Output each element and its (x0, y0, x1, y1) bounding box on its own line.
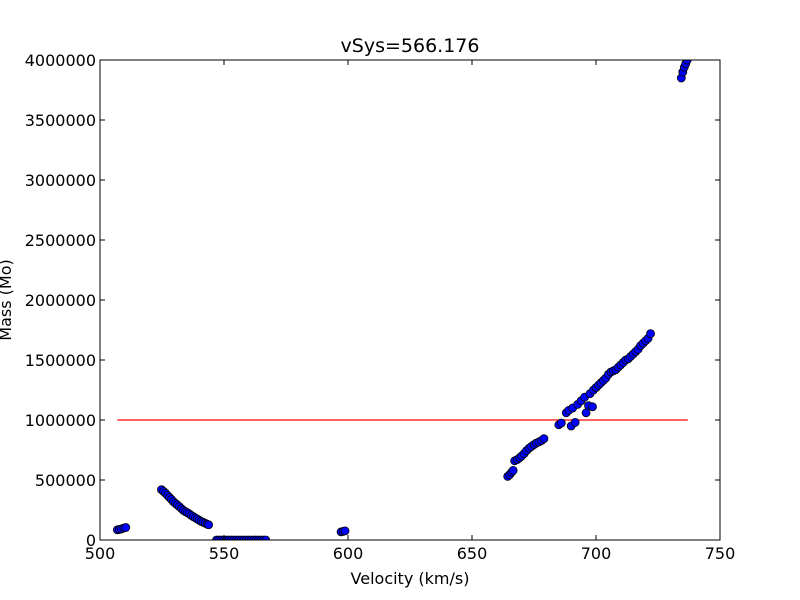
x-tick-label: 700 (581, 544, 612, 563)
scatter-point (556, 418, 566, 428)
y-tick-label: 1500000 (25, 351, 96, 370)
plot-marks (112, 60, 692, 540)
x-tick-label: 650 (457, 544, 488, 563)
y-tick-label: 2000000 (25, 291, 96, 310)
chart-title: vSys=566.176 (341, 35, 480, 57)
y-tick-label: 3500000 (25, 111, 96, 130)
x-tick-label: 500 (85, 544, 116, 563)
scatter-point (682, 60, 692, 65)
y-tick-label: 1000000 (25, 411, 96, 430)
scatter-point (581, 408, 591, 418)
y-axis-label: Mass (Mo) (0, 259, 15, 340)
x-axis-label: Velocity (km/s) (351, 569, 470, 588)
x-tick-label: 750 (705, 544, 736, 563)
scatter-point (539, 434, 549, 444)
scatter-point (204, 520, 214, 530)
scatter-point (340, 526, 350, 536)
scatter-point (508, 465, 518, 475)
y-tick-label: 0 (86, 531, 96, 550)
y-tick-label: 4000000 (25, 51, 96, 70)
y-tick-label: 3000000 (25, 171, 96, 190)
plot-area (100, 60, 720, 540)
x-axis-ticks: 500 550 600 650 700 750 (85, 60, 736, 563)
y-axis-ticks: 0 500000 1000000 1500000 2000000 2500000 30000… (25, 51, 720, 550)
scatter-point (121, 523, 131, 532)
x-tick-label: 550 (209, 544, 240, 563)
y-tick-label: 500000 (35, 471, 96, 490)
scatter-point (646, 329, 655, 339)
x-tick-label: 600 (333, 544, 364, 563)
scatter-point (261, 535, 271, 540)
scatter-point (570, 417, 580, 427)
scatter-point (588, 402, 597, 412)
y-tick-label: 2500000 (25, 231, 96, 250)
